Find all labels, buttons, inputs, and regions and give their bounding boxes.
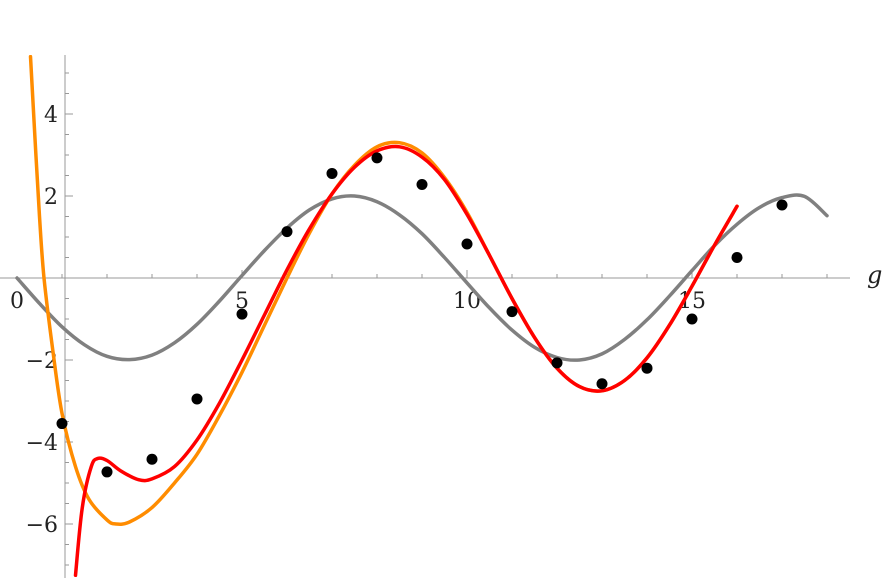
data-point (551, 357, 563, 369)
series-layer (15, 55, 829, 578)
data-point (686, 313, 698, 325)
data-point (101, 466, 113, 478)
ticks (61, 72, 828, 566)
series-line-3 (73, 144, 739, 578)
data-point (371, 152, 383, 164)
y-tick-label: 4 (44, 103, 58, 128)
x-tick-label: 0 (10, 289, 24, 314)
data-point (416, 179, 428, 191)
y-tick-label: −4 (26, 431, 58, 456)
x-tick-label: 5 (235, 289, 249, 314)
data-point (56, 418, 68, 430)
tick-labels: 0 5 10 15−6−4−224 (10, 103, 706, 538)
y-tick-label: −6 (26, 513, 58, 538)
axes-layer: 0 5 10 15−6−4−224 (0, 55, 850, 578)
series-line-1 (15, 193, 829, 362)
data-point (236, 308, 248, 320)
data-point (326, 167, 338, 179)
data-point (731, 252, 743, 263)
x-axis-label: g (867, 261, 882, 289)
data-point (506, 306, 518, 318)
data-point (281, 226, 293, 238)
series-line-2 (28, 55, 739, 526)
data-point (191, 393, 203, 405)
data-point (596, 378, 608, 390)
data-point (641, 362, 653, 374)
y-tick-label: 2 (44, 185, 58, 210)
data-point (461, 238, 473, 250)
data-point (146, 453, 158, 465)
data-point (776, 199, 788, 211)
